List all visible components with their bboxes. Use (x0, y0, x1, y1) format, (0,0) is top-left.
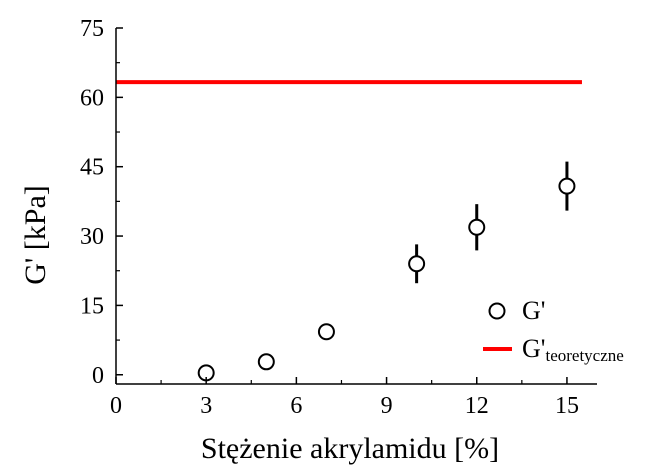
x-axis-title: Stężenie akrylamidu [%] (201, 432, 499, 465)
y-tick-label: 45 (80, 155, 104, 181)
y-tick-label: 60 (80, 85, 104, 111)
y-tick-label: 30 (80, 224, 104, 250)
x-tick-label: 6 (290, 393, 302, 419)
chart-axes (115, 28, 597, 385)
y-tick-label: 15 (80, 293, 104, 319)
legend-label-g-theoretical-sub: teoretyczne (545, 346, 623, 365)
legend-label-g-theoretical: G'teoretyczne (522, 334, 624, 365)
x-tick-label: 9 (381, 393, 393, 419)
x-tick-label: 3 (200, 393, 212, 419)
data-point (468, 218, 486, 236)
y-tick-label: 75 (80, 16, 104, 42)
data-point (257, 353, 275, 371)
legend-label-g-theoretical-main: G' (522, 334, 545, 363)
x-tick-label: 15 (555, 393, 579, 419)
data-point (408, 255, 426, 273)
x-tick-label: 12 (465, 393, 489, 419)
y-axis-title: G' [kPa] (19, 185, 52, 285)
chart-marks (116, 80, 582, 382)
data-point (317, 323, 335, 341)
legend-label-g-prime: G' (522, 296, 545, 325)
data-point (558, 177, 576, 195)
y-tick-label: 0 (92, 363, 104, 389)
legend: G' G'teoretyczne (483, 296, 624, 365)
chart-ticks: 0 3 6 9 12 15 0 15 30 45 60 75 (80, 16, 579, 419)
x-tick-label: 0 (110, 393, 122, 419)
legend-marker-circle (488, 302, 506, 320)
